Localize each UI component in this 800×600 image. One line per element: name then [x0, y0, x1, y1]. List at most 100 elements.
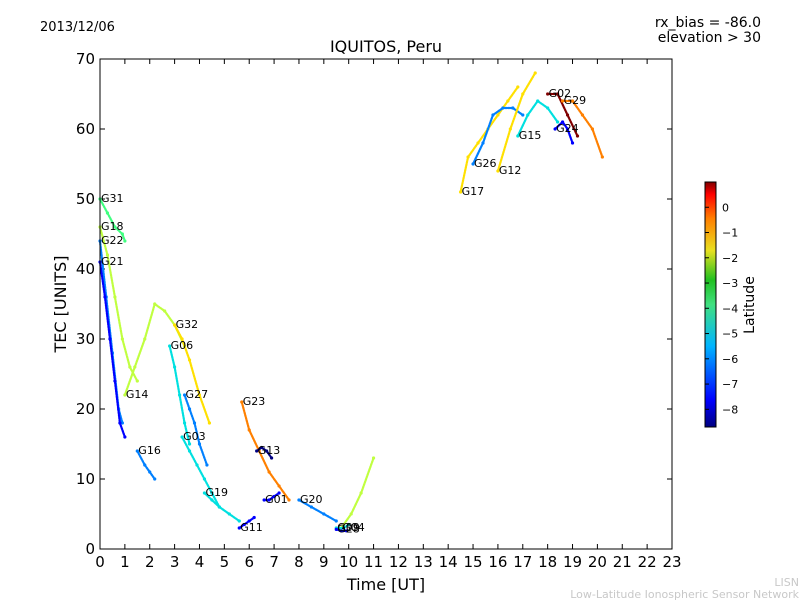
x-tick-label: 9: [319, 553, 329, 571]
series-g17-point: [476, 141, 480, 145]
series-g26-point: [511, 106, 515, 110]
series-g21-point: [108, 337, 112, 341]
series-g18-point: [135, 379, 139, 383]
series-g02-line: [546, 92, 579, 138]
series-g16-line: [136, 449, 156, 481]
series-g12-point: [521, 92, 525, 96]
series-label-g14: G14: [126, 388, 149, 401]
series-g31-point: [123, 239, 127, 243]
x-tick-label: 6: [244, 553, 254, 571]
y-tick-label: 50: [76, 190, 95, 208]
series-g13-point: [255, 449, 259, 453]
series-g01-point: [272, 494, 276, 499]
colorbar-tick-label: 0: [722, 201, 729, 214]
x-tick-label: 22: [638, 553, 657, 571]
series-label-g06: G06: [171, 339, 194, 352]
colorbar-tick-label: −6: [722, 353, 738, 366]
x-tick-label: 18: [538, 553, 557, 571]
series-label-g26: G26: [474, 157, 497, 170]
series-g20-point: [322, 512, 326, 516]
x-tick-label: 2: [145, 553, 155, 571]
series-g28-point: [344, 529, 348, 533]
series-label-g21: G21: [101, 255, 124, 268]
series-label-g04: G04: [342, 521, 365, 534]
x-tick-label: 0: [95, 553, 105, 571]
x-tick-label: 23: [662, 553, 681, 571]
series-label-g22: G22: [101, 234, 124, 247]
series-label-g15: G15: [519, 129, 542, 142]
x-tick-label: 13: [414, 553, 433, 571]
series-g23-point: [267, 470, 271, 474]
series-g04-point: [349, 512, 353, 516]
series-g23-point: [247, 428, 251, 432]
series-g04-point: [359, 491, 363, 495]
series-g20-point: [297, 498, 301, 502]
footer-org: LISN: [774, 576, 799, 589]
series-g27-point: [182, 393, 187, 397]
series-g24-point: [553, 127, 557, 131]
colorbar: [704, 181, 717, 428]
series-g15-point: [526, 113, 530, 117]
series-label-g12: G12: [499, 164, 522, 177]
series-g29-point: [560, 99, 565, 103]
elevation-label: elevation > 30: [658, 30, 761, 46]
series-g15-point: [546, 106, 550, 110]
series-g32-point: [187, 358, 192, 362]
series-g04-line: [340, 456, 375, 530]
y-tick-label: 20: [76, 400, 95, 418]
series-g19-point: [217, 505, 221, 509]
colorbar-tick-label: −7: [722, 378, 738, 391]
series-layer: [98, 71, 604, 533]
series-g04-point: [371, 456, 376, 460]
colorbar-tick-label: −2: [722, 252, 738, 265]
series-g01-point: [262, 498, 266, 502]
series-g27-point: [197, 442, 202, 446]
colorbar-ticks: 0 −1 −2 −3 −4 −5 −6 −7 −8: [705, 201, 738, 416]
y-tick-label: 10: [76, 470, 95, 488]
x-tick-label: 20: [588, 553, 607, 571]
series-g29-point: [570, 99, 575, 103]
series-g26-point: [521, 113, 525, 117]
y-tick-label: 60: [76, 120, 95, 138]
series-g23-line: [240, 400, 291, 502]
series-g20-line: [297, 498, 338, 523]
y-tick-label: 30: [76, 330, 95, 348]
series-g24-point: [570, 141, 575, 145]
series-g24-line: [554, 120, 574, 145]
colorbar-tick-label: −4: [722, 302, 738, 315]
x-tick-label: 14: [439, 553, 458, 571]
colorbar-tick-label: −8: [722, 403, 738, 416]
series-g16-point: [153, 477, 157, 481]
series-g32-point: [207, 421, 212, 425]
series-g32-point: [180, 337, 184, 341]
series-g06-point: [177, 393, 182, 397]
series-g03-point: [202, 477, 207, 481]
series-g15-point: [536, 99, 540, 103]
series-g23-point: [240, 400, 244, 404]
x-tick-label: 17: [513, 553, 532, 571]
series-label-g11: G11: [240, 521, 263, 534]
series-g11-point: [237, 526, 241, 530]
series-g11-point: [252, 515, 256, 520]
series-g12-point: [533, 71, 537, 75]
series-g03-point: [187, 449, 192, 453]
series-label-g23: G23: [243, 395, 266, 408]
colorbar-label: Latitude: [742, 276, 758, 334]
series-label-g31: G31: [101, 192, 124, 205]
colorbar-tick-label: −3: [722, 277, 738, 290]
series-g18-point: [105, 253, 110, 257]
series-g03-point: [180, 435, 184, 439]
series-g26-point: [491, 113, 495, 117]
series-g26-line: [471, 106, 524, 166]
series-g31-point: [105, 211, 110, 215]
series-g13-point: [265, 449, 269, 453]
series-g23-point: [277, 484, 281, 488]
series-label-g28: G28: [337, 522, 360, 535]
series-g18-point: [113, 295, 117, 299]
series-label-g19: G19: [205, 486, 228, 499]
series-g11-line: [238, 516, 256, 530]
series-g17-point: [466, 155, 470, 159]
x-tick-label: 11: [364, 553, 383, 571]
x-tick-label: 5: [220, 553, 230, 571]
